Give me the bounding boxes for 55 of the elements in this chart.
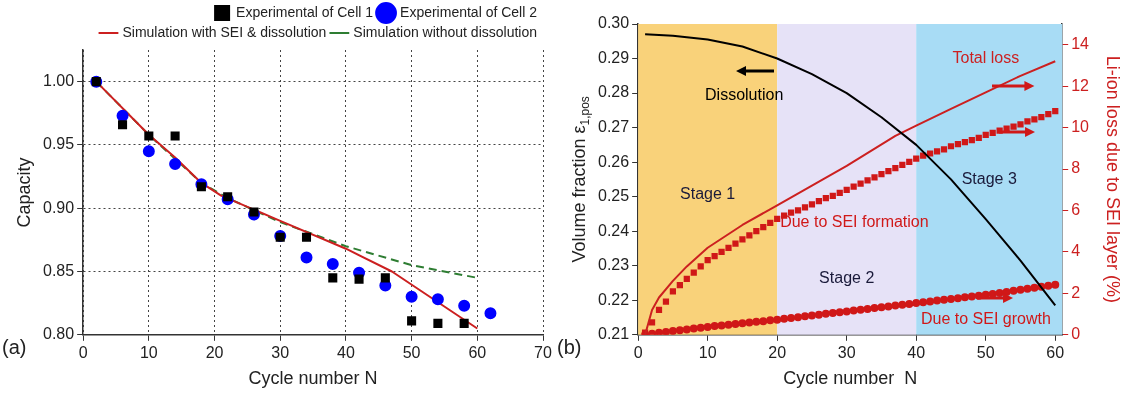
text: (a) [2,336,27,359]
x-tick-label: 30 [271,343,290,361]
x-tick-label: 40 [337,343,355,361]
y-tick-label: 0.30 [598,14,630,32]
legend-label: Experimental of Cell 1 [236,3,374,20]
annotation: Due to SEI growth [920,309,1051,327]
x-axis-title: Cycle number N [248,367,378,388]
x-tick-label: 60 [468,343,487,361]
y2-tick-label: 0 [1071,325,1081,343]
x-tick-label: 60 [1046,343,1065,361]
y-tick-label: 0.22 [598,290,630,308]
y-tick-label: 0.80 [43,325,75,343]
y-tick-label: 0.21 [598,325,630,343]
x-tick-label: 70 [534,343,552,361]
y2-tick-label: 10 [1071,118,1090,136]
x-tick-label: 0 [633,343,643,361]
y-tick-label: 0.26 [598,152,630,170]
y-axis-title: Capacity [14,157,35,228]
legend-label: Simulation without dissolution [353,23,537,40]
y-tick-label: 0.95 [43,135,75,153]
annotation: Total loss [952,48,1020,66]
legend-label: Simulation with SEI & dissolution [122,23,327,40]
y-axis-title: Volume fraction ε1,pos [569,96,592,263]
x-tick-label: 10 [139,343,158,361]
y-tick-label: 0.24 [598,221,630,239]
band-label: Stage 3 [961,169,1017,187]
legend-label: Experimental of Cell 2 [400,3,538,20]
y-tick-label: 0.23 [598,256,630,274]
y-tick-label: 0.27 [598,118,630,136]
annotation: Dissolution [705,85,784,103]
text: (b) [557,336,582,359]
y-tick-label: 0.29 [598,48,630,66]
band-label: Stage 2 [819,269,875,287]
y2-tick-label: 12 [1071,76,1090,94]
x-tick-label: 20 [768,343,787,361]
y-tick-label: 1.00 [43,72,75,90]
y2-tick-label: 6 [1071,200,1081,218]
x-tick-label: 20 [205,343,224,361]
y2-tick-label: 8 [1071,159,1081,177]
x-tick-label: 0 [78,343,88,361]
x-tick-label: 50 [402,343,421,361]
x-axis-title: Cycle number N [783,367,918,388]
y-tick-label: 0.85 [43,261,75,279]
y2-tick-label: 4 [1071,242,1081,260]
y2-tick-label: 14 [1071,35,1090,53]
band-label: Stage 1 [680,185,736,203]
x-tick-label: 10 [698,343,717,361]
y2-axis-title: Li-ion loss due to SEI layer (%) [1103,55,1124,303]
x-tick-label: 50 [976,343,995,361]
y-tick-label: 0.28 [598,83,630,101]
y-tick-label: 0.90 [43,198,75,216]
x-tick-label: 40 [907,343,926,361]
y-tick-label: 0.25 [598,187,630,205]
y2-tick-label: 2 [1071,283,1081,301]
x-tick-label: 30 [837,343,856,361]
